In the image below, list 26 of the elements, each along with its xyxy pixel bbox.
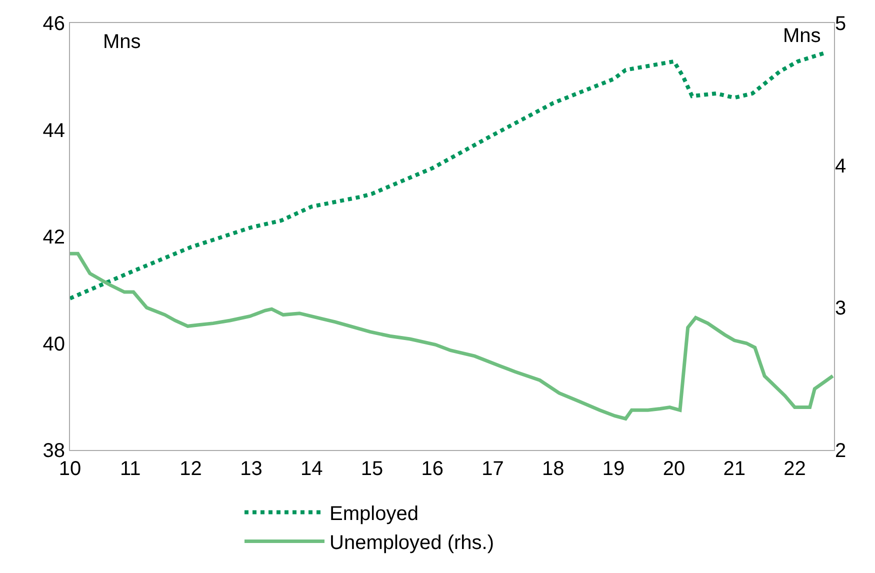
x-tick-label: 11 xyxy=(120,458,141,480)
legend-label: Employed xyxy=(330,503,418,525)
x-tick-label: 19 xyxy=(602,458,625,480)
y2-tick-label: 4 xyxy=(835,155,846,178)
x-tick-label: 13 xyxy=(240,458,262,480)
line-series xyxy=(70,50,827,300)
y-tick-label: 42 xyxy=(42,226,65,248)
x-tick-label: 17 xyxy=(482,458,504,480)
x-tick-label: 14 xyxy=(300,458,323,480)
x-tick-label: 12 xyxy=(180,458,202,480)
line-series xyxy=(70,252,834,420)
y2-tick-label: 5 xyxy=(835,13,846,35)
x-tick-label: 22 xyxy=(784,458,806,480)
x-tick-label: 18 xyxy=(542,458,564,480)
annotation: Mns xyxy=(783,25,821,47)
x-tick-label: 20 xyxy=(662,458,686,480)
y2-tick-label: 3 xyxy=(835,298,846,320)
annotation: Mns xyxy=(103,31,141,53)
x-tick-label: 16 xyxy=(421,458,444,480)
x-tick-label: 21 xyxy=(723,458,746,480)
y-tick-label: 46 xyxy=(42,13,65,35)
y-tick-label: 40 xyxy=(42,333,65,356)
x-tick-label: 15 xyxy=(360,458,384,480)
y2-tick-label: 2 xyxy=(835,440,846,462)
legend-label: Unemployed (rhs.) xyxy=(330,532,494,554)
y-tick-label: 44 xyxy=(42,120,65,142)
